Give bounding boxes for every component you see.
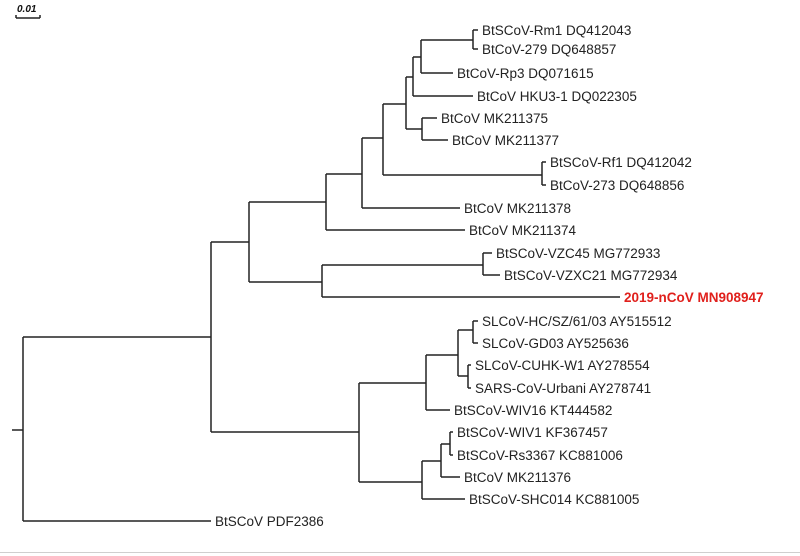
- leaf-label: BtCoV MK211374: [469, 223, 577, 238]
- leaf-label: BtSCoV-WIV1 KF367457: [457, 425, 608, 440]
- leaf-label: BtCoV-273 DQ648856: [550, 178, 684, 193]
- leaf-label: BtSCoV-VZXC21 MG772934: [504, 268, 678, 283]
- leaf-label: BtSCoV PDF2386: [215, 514, 324, 529]
- leaf-label: BtSCoV-Rf1 DQ412042: [550, 155, 692, 170]
- leaf-label: BtSCoV-WIV16 KT444582: [454, 403, 612, 418]
- leaf-label: BtCoV MK211375: [441, 111, 548, 126]
- leaf-label: BtCoV HKU3-1 DQ022305: [477, 89, 637, 104]
- leaf-label: SLCoV-GD03 AY525636: [482, 336, 629, 351]
- leaf-label: BtCoV MK211376: [464, 470, 571, 485]
- scale-bar-label: 0.01: [17, 4, 37, 15]
- leaf-label: BtCoV MK211377: [452, 133, 559, 148]
- leaf-label: SARS-CoV-Urbani AY278741: [475, 381, 651, 396]
- scale-bar: 0.01: [15, 4, 41, 19]
- leaf-label: BtCoV-279 DQ648857: [482, 42, 616, 57]
- leaf-label: SLCoV-CUHK-W1 AY278554: [475, 358, 650, 373]
- leaf-labels: BtSCoV-Rm1 DQ412043 BtCoV-279 DQ648857 BtC…: [215, 23, 764, 529]
- leaf-label: BtSCoV-Rm1 DQ412043: [482, 23, 631, 38]
- leaf-label: BtSCoV-SHC014 KC881005: [469, 492, 639, 507]
- bottom-divider: [0, 552, 800, 553]
- leaf-label: BtSCoV-Rs3367 KC881006: [457, 448, 623, 463]
- branches: [12, 29, 620, 522]
- leaf-label: SLCoV-HC/SZ/61/03 AY515512: [482, 314, 672, 329]
- leaf-label: BtSCoV-VZC45 MG772933: [496, 246, 660, 261]
- leaf-label: BtCoV MK211378: [464, 201, 571, 216]
- leaf-label: BtCoV-Rp3 DQ071615: [457, 66, 594, 81]
- highlighted-leaf-label: 2019-nCoV MN908947: [624, 290, 764, 305]
